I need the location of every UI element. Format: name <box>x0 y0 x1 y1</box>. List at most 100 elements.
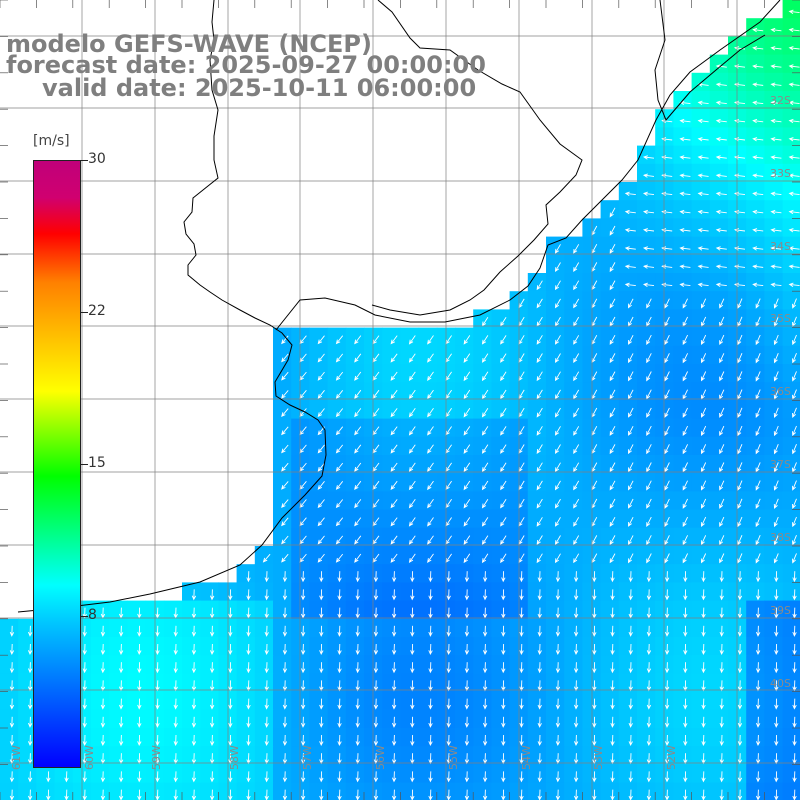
wind-cell <box>327 655 347 674</box>
wind-cell <box>327 364 347 383</box>
wind-arrow <box>573 444 580 454</box>
wind-arrow <box>719 662 724 674</box>
wind-arrow <box>155 643 160 656</box>
wind-arrow <box>700 425 707 437</box>
wind-cell <box>673 527 693 547</box>
wind-cell <box>473 509 492 529</box>
wind-arrow <box>609 334 616 345</box>
wind-arrow <box>624 228 636 233</box>
wind-arrow <box>609 225 616 236</box>
wind-arrow <box>554 335 561 345</box>
wind-arrow <box>646 498 652 509</box>
wind-cell <box>291 728 310 747</box>
wind-arrow <box>191 662 197 674</box>
wind-cell <box>618 345 638 365</box>
lon-label: 57W <box>301 745 314 770</box>
wind-cell <box>18 764 37 784</box>
wind-arrow <box>573 407 580 418</box>
wind-cell <box>400 618 420 638</box>
wind-arrow <box>642 282 655 287</box>
wind-cell <box>564 673 583 693</box>
wind-cell <box>600 728 620 747</box>
wind-cell <box>600 382 620 401</box>
wind-arrow <box>682 353 689 364</box>
wind-arrow <box>408 444 416 454</box>
wind-arrow <box>264 771 269 783</box>
wind-cell <box>564 436 583 456</box>
wind-arrow <box>337 698 342 710</box>
wind-cell <box>764 746 784 765</box>
wind-arrow <box>792 353 797 364</box>
wind-arrow <box>390 499 398 509</box>
wind-arrow <box>664 298 670 309</box>
wind-arrow <box>355 662 360 674</box>
wind-arrow <box>100 698 106 710</box>
wind-arrow <box>427 353 434 363</box>
wind-arrow <box>354 517 362 527</box>
wind-arrow <box>9 698 15 710</box>
wind-cell <box>709 709 729 729</box>
wind-cell <box>400 436 420 456</box>
wind-arrow <box>500 444 507 454</box>
wind-cell <box>728 254 747 274</box>
wind-cell <box>382 637 401 656</box>
wind-arrow <box>118 734 124 747</box>
wind-arrow <box>391 643 397 656</box>
wind-arrow <box>410 734 415 747</box>
wind-cell <box>418 473 438 492</box>
wind-arrow <box>536 371 543 382</box>
wind-cell <box>291 618 310 638</box>
wind-arrow <box>519 643 524 656</box>
wind-arrow <box>697 282 709 287</box>
wind-arrow <box>752 246 764 251</box>
wind-arrow <box>573 262 580 272</box>
wind-cell <box>728 418 747 438</box>
wind-cell <box>527 418 547 438</box>
wind-arrow <box>317 553 325 563</box>
wind-cell <box>236 691 256 711</box>
wind-cell <box>273 582 292 602</box>
wind-arrow <box>500 517 507 527</box>
wind-arrow <box>646 480 652 491</box>
wind-arrow <box>646 516 652 528</box>
wind-arrow <box>628 353 634 364</box>
wind-cell <box>709 691 729 711</box>
wind-cell <box>127 655 147 674</box>
wind-cell <box>564 564 583 583</box>
wind-arrow <box>737 571 743 583</box>
wind-arrow <box>719 680 724 692</box>
wind-arrow <box>737 734 743 747</box>
wind-arrow <box>481 517 489 527</box>
wind-arrow <box>770 82 782 87</box>
wind-arrow <box>446 680 451 692</box>
wind-arrow <box>719 553 725 564</box>
wind-cell <box>163 618 183 638</box>
wind-cell <box>764 400 784 420</box>
wind-cell <box>764 691 784 711</box>
wind-arrow <box>610 607 615 619</box>
wind-arrow <box>592 734 597 747</box>
wind-arrow <box>610 734 615 747</box>
lon-label: 61W <box>10 745 23 770</box>
wind-arrow <box>319 589 324 601</box>
wind-arrow <box>737 516 743 528</box>
wind-arrow <box>27 662 33 674</box>
wind-arrow <box>355 589 360 601</box>
wind-arrow <box>446 625 451 637</box>
wind-arrow <box>646 589 652 601</box>
wind-cell <box>691 782 711 800</box>
wind-arrow <box>719 535 725 546</box>
wind-arrow <box>446 734 451 747</box>
wind-cell <box>546 473 565 492</box>
wind-cell <box>18 691 37 711</box>
wind-cell <box>273 327 292 347</box>
wind-cell <box>400 637 420 656</box>
wind-arrow <box>554 244 561 254</box>
wind-arrow <box>27 680 33 692</box>
wind-arrow <box>646 698 652 710</box>
wind-cell <box>91 782 110 800</box>
wind-arrow <box>609 444 616 455</box>
wind-cell <box>345 491 365 511</box>
wind-arrow <box>82 734 87 747</box>
wind-arrow <box>554 389 561 400</box>
